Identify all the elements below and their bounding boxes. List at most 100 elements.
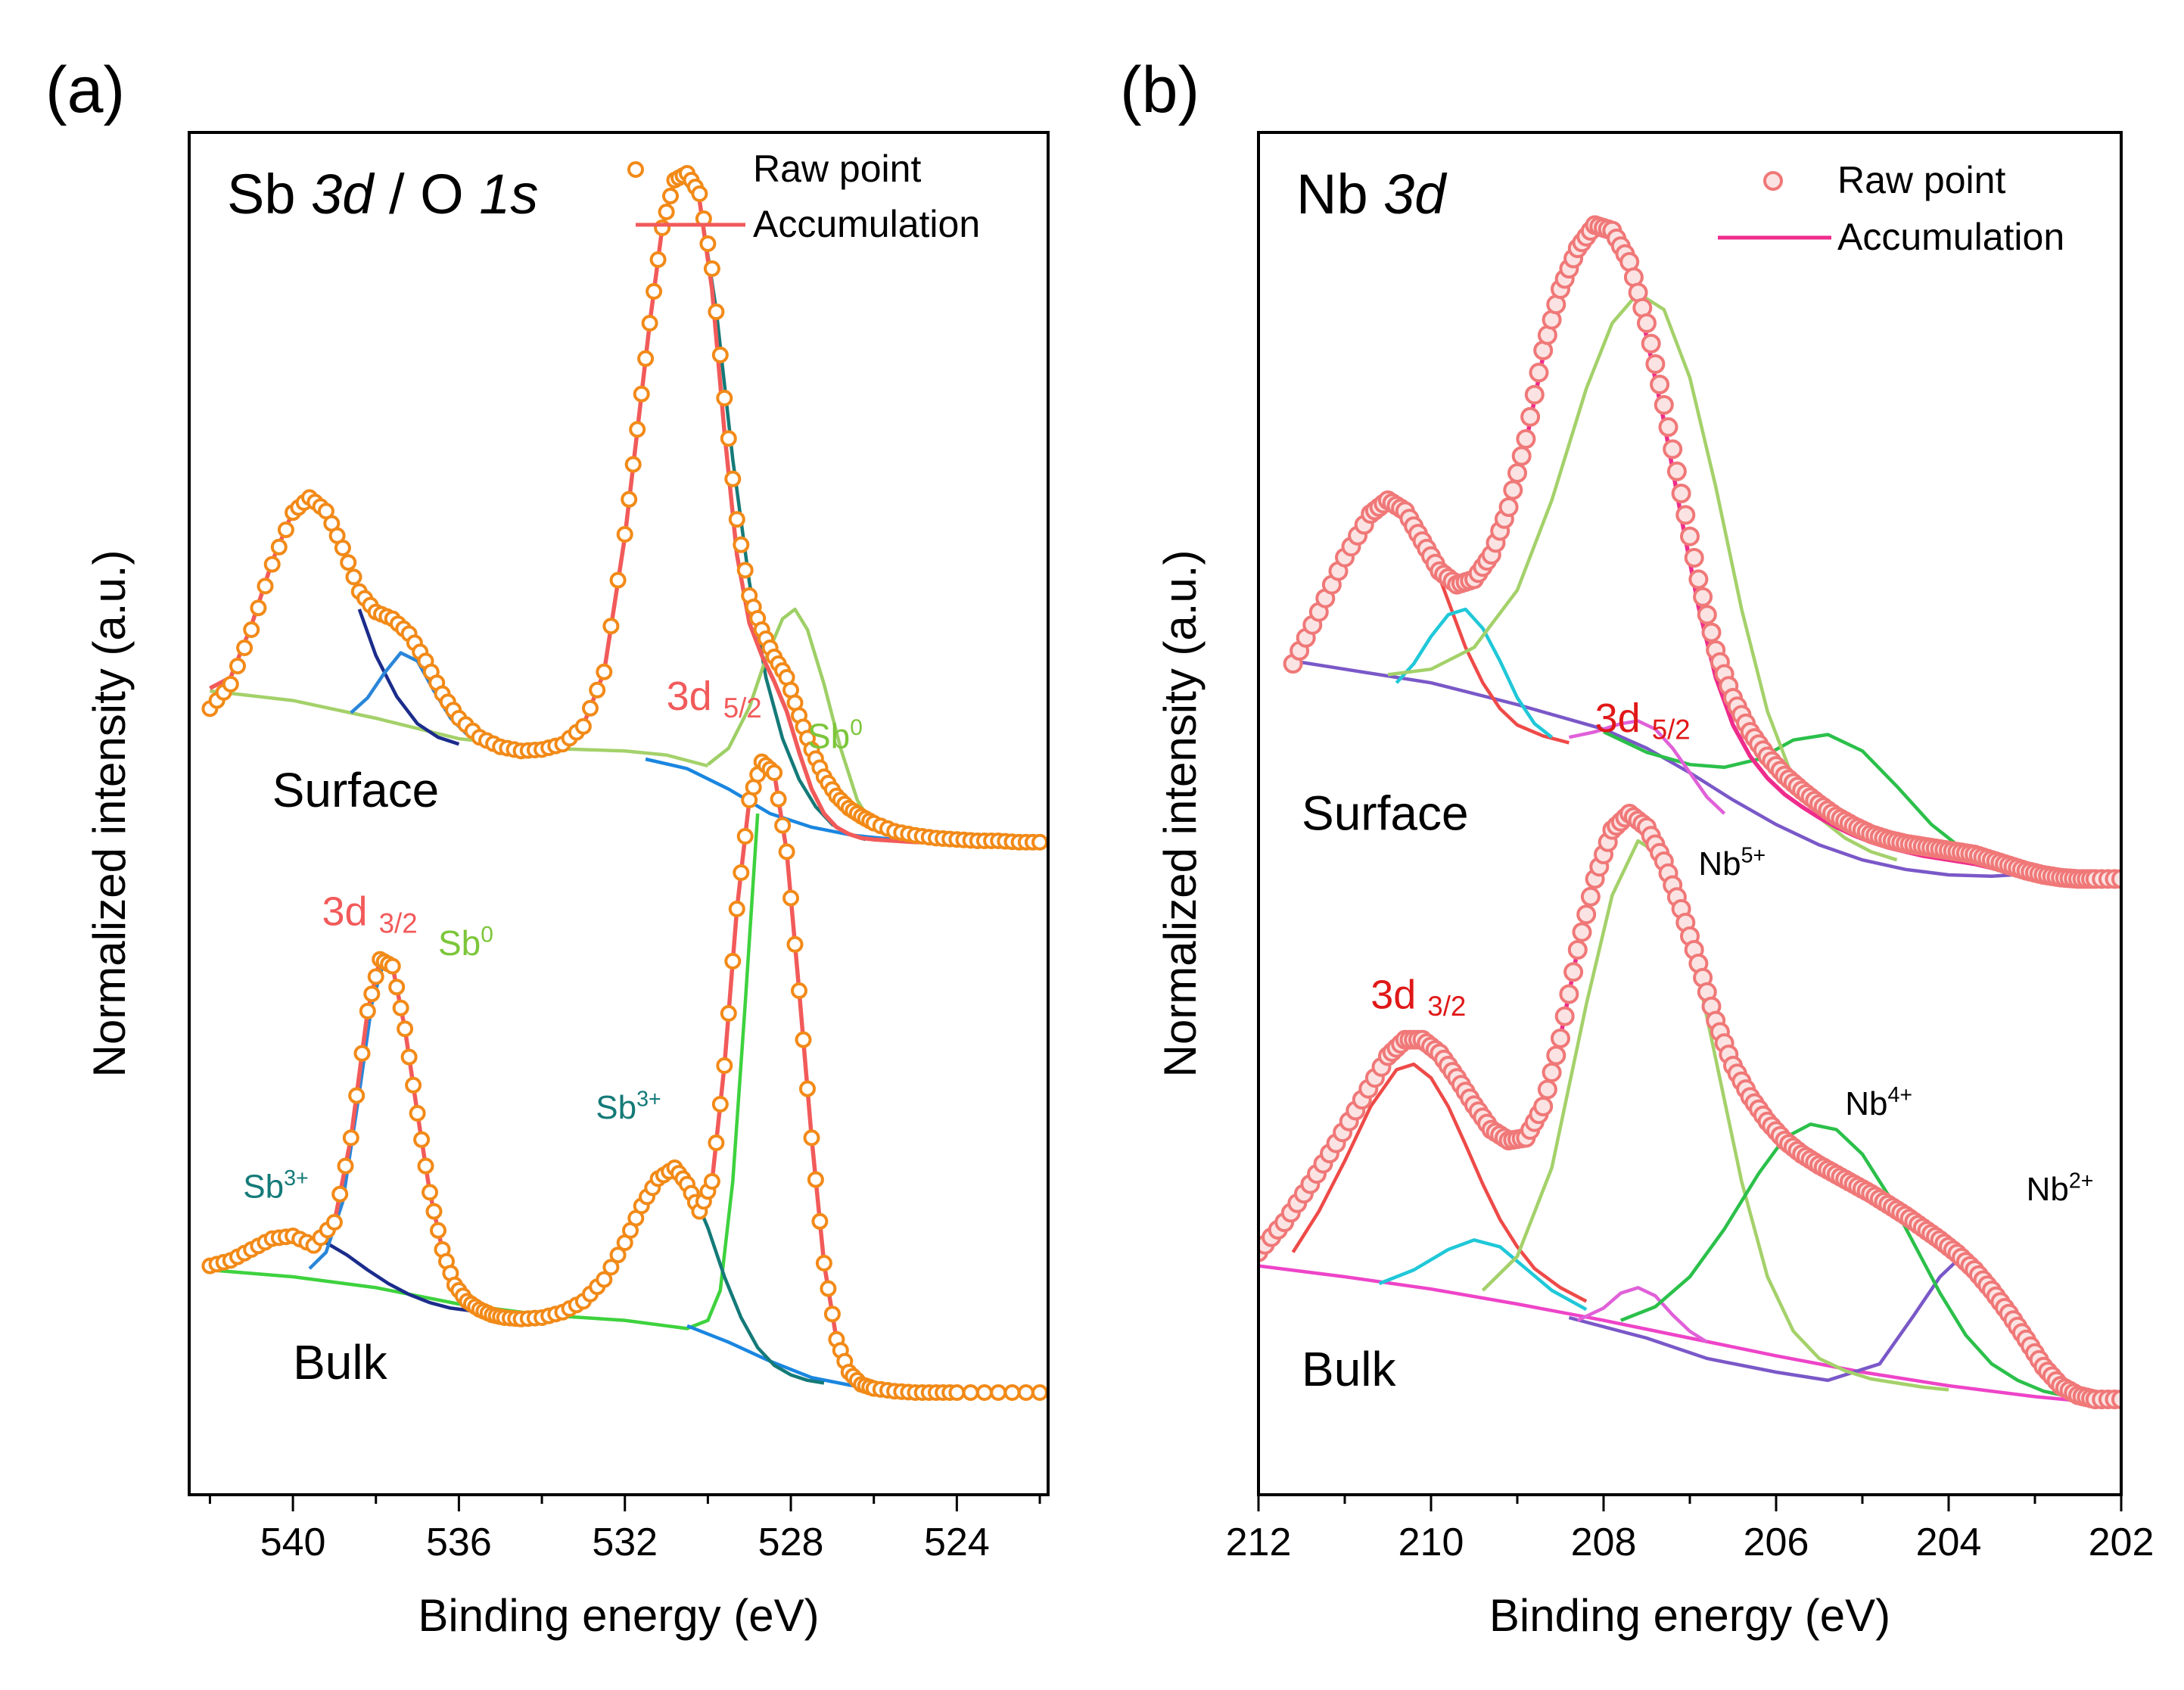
component-peak xyxy=(325,1241,472,1313)
raw-point xyxy=(820,1280,837,1297)
raw-point xyxy=(1680,526,1700,546)
raw-point xyxy=(1650,375,1670,394)
raw-point xyxy=(720,1005,737,1022)
x-tick-label: 528 xyxy=(758,1520,824,1564)
legend-label: Raw point xyxy=(1837,159,2005,201)
raw-point xyxy=(649,251,667,268)
chart-title: Nb 3d xyxy=(1296,163,1448,226)
raw-point xyxy=(1031,1384,1048,1401)
raw-point xyxy=(1503,480,1523,500)
component-peak xyxy=(357,608,460,746)
raw-point xyxy=(658,204,675,220)
raw-point xyxy=(1537,1079,1557,1100)
raw-point xyxy=(1688,569,1709,590)
component-peak xyxy=(1378,1238,1588,1312)
raw-point xyxy=(736,828,754,845)
raw-point xyxy=(405,1076,422,1094)
annotation: Bulk xyxy=(293,1335,387,1390)
raw-point xyxy=(708,303,725,320)
component-peak xyxy=(707,607,876,829)
raw-point xyxy=(1559,984,1579,1004)
raw-points xyxy=(201,753,1048,1401)
raw-point xyxy=(703,260,720,277)
raw-point xyxy=(803,1129,820,1147)
annotation-main: 3d xyxy=(1595,696,1641,741)
raw-point xyxy=(229,658,246,674)
panel-a: (a) Normalized intensity (a.u.) Binding en… xyxy=(45,54,1050,1641)
raw-point xyxy=(641,315,658,331)
raw-point xyxy=(646,283,663,300)
y-axis-label: Normalized intensity (a.u.) xyxy=(84,550,135,1078)
raw-point xyxy=(1580,886,1601,907)
plot-area xyxy=(1258,215,2121,1409)
annotation-subscript: 3/2 xyxy=(1427,991,1466,1022)
component-peak xyxy=(1481,839,1949,1392)
raw-point xyxy=(724,953,742,969)
raw-point xyxy=(662,188,679,204)
raw-point xyxy=(799,1080,816,1097)
raw-point xyxy=(815,1255,832,1271)
x-tick-label: 532 xyxy=(592,1520,658,1564)
group-surface xyxy=(201,165,1048,851)
raw-point xyxy=(430,1222,446,1239)
raw-point xyxy=(1567,940,1588,960)
raw-point xyxy=(724,470,742,487)
panel-label: (a) xyxy=(45,54,125,126)
raw-point xyxy=(222,676,239,692)
raw-point xyxy=(1507,463,1527,483)
raw-point xyxy=(733,864,750,881)
raw-points xyxy=(1283,215,2121,889)
raw-point xyxy=(1637,313,1657,333)
raw-point xyxy=(270,538,288,556)
annotation-main: 3d xyxy=(667,674,712,719)
raw-point xyxy=(582,699,599,717)
raw-point xyxy=(621,490,638,508)
raw-point xyxy=(770,790,787,808)
raw-point xyxy=(782,889,799,907)
background-line xyxy=(1258,1264,2121,1407)
raw-point xyxy=(633,385,650,403)
raw-point xyxy=(823,1306,841,1323)
raw-point xyxy=(602,618,620,635)
title-part: 1s xyxy=(479,163,538,226)
raw-point xyxy=(1529,363,1549,383)
raw-point xyxy=(716,1057,733,1074)
annotation-main: 3d xyxy=(322,889,368,935)
raw-point xyxy=(1554,1006,1575,1026)
accumulation-line xyxy=(209,759,1040,1395)
title-part: Sb xyxy=(227,163,311,226)
annotation-main: Nb xyxy=(1698,845,1741,882)
raw-point xyxy=(348,1087,366,1104)
plot-frame xyxy=(1257,131,2123,1496)
raw-point xyxy=(2111,869,2121,889)
panel-b: (b) Normalized intensity (a.u.) Binding en… xyxy=(1120,54,2154,1641)
raw-point xyxy=(948,1384,966,1401)
raw-point xyxy=(1498,497,1519,517)
raw-point xyxy=(1520,406,1541,427)
raw-point xyxy=(637,350,655,367)
raw-point xyxy=(334,540,351,556)
raw-point xyxy=(1533,1097,1554,1116)
raw-point xyxy=(703,1173,720,1190)
raw-point xyxy=(409,1105,426,1122)
group-surface xyxy=(1283,215,2121,889)
raw-point xyxy=(1516,429,1536,449)
raw-point xyxy=(353,1044,371,1062)
raw-point xyxy=(263,556,281,573)
raw-point xyxy=(786,935,804,953)
raw-point xyxy=(1551,1029,1570,1048)
raw-point xyxy=(1658,417,1678,437)
legend-label: Accumulation xyxy=(753,203,980,245)
x-tick-label: 524 xyxy=(924,1520,990,1564)
raw-point xyxy=(811,1212,829,1230)
raw-point xyxy=(609,571,627,589)
raw-point xyxy=(1701,622,1722,643)
raw-point xyxy=(766,764,783,781)
raw-point xyxy=(708,1134,725,1151)
raw-point xyxy=(602,1259,620,1276)
annotation-superscript: 0 xyxy=(481,923,493,948)
annotation: Surface xyxy=(272,763,440,817)
raw-point xyxy=(1511,446,1532,466)
raw-point xyxy=(243,621,260,638)
